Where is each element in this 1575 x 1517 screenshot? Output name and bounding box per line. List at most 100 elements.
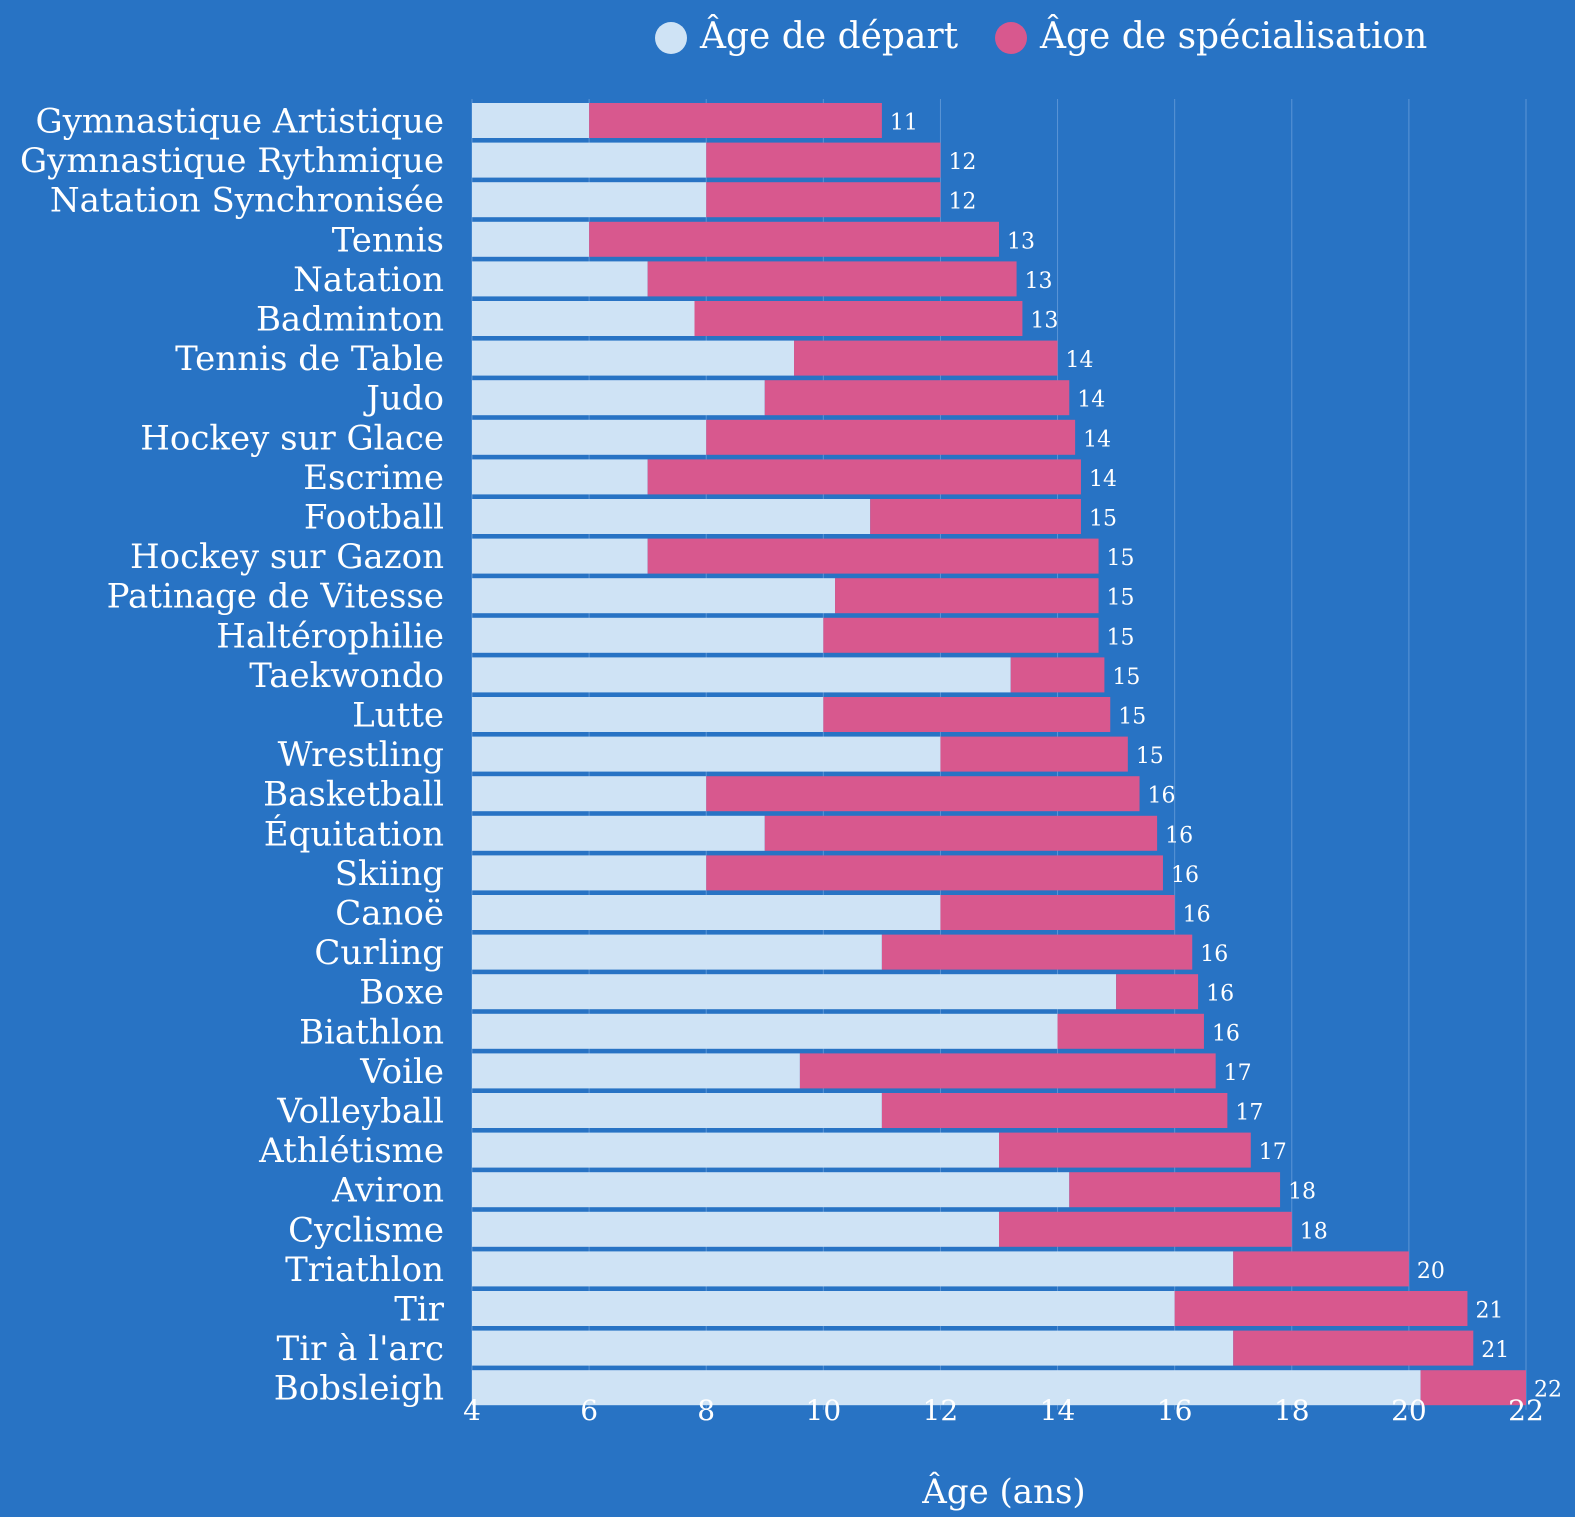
data-label: 17 [1224, 1061, 1252, 1086]
category-label: Tennis de Table [175, 339, 444, 379]
data-label: 14 [1089, 467, 1117, 492]
category-label: Hockey sur Gazon [130, 537, 444, 577]
data-label: 14 [1066, 348, 1094, 373]
legend-marker-age-depart [655, 22, 687, 54]
bar-depart-escrime [472, 459, 648, 495]
category-label: Wrestling [278, 735, 444, 775]
x-axis-ticks: 4 6 8 10 12 14 16 18 20 22 [463, 1394, 1544, 1427]
data-label: 15 [1107, 586, 1135, 611]
data-label: 15 [1107, 625, 1135, 650]
bar-specialisation-tennis-de-table [794, 340, 1058, 376]
bar-specialisation-biathlon [1057, 1013, 1204, 1049]
data-label: 12 [948, 190, 976, 215]
category-label: Football [304, 498, 444, 538]
bar-depart-gymnastique-artistique [472, 103, 590, 138]
category-label: Tennis [332, 220, 444, 260]
data-label: 15 [1112, 665, 1140, 690]
bar-specialisation-escrime [647, 459, 1081, 495]
bar-depart-gymnastique-rythmique [472, 142, 707, 178]
category-label: Lutte [352, 696, 444, 736]
bar-depart-athletisme [472, 1132, 999, 1168]
bar-depart-hockey-sur-glace [472, 419, 707, 455]
bar-specialisation-athletisme [999, 1132, 1251, 1168]
category-label: Équitation [264, 813, 444, 854]
bar-specialisation-voile [799, 1053, 1216, 1089]
bar-specialisation-boxe [1116, 974, 1199, 1010]
legend-marker-age-specialisation [995, 22, 1027, 54]
data-label: 20 [1417, 1259, 1445, 1284]
category-label: Skiing [335, 854, 444, 894]
x-axis-title: Âge (ans) [921, 1471, 1085, 1512]
data-label: 18 [1288, 1180, 1316, 1205]
category-label: Gymnastique Artistique [36, 102, 444, 142]
bar-depart-aviron [472, 1172, 1070, 1208]
data-label: 16 [1171, 863, 1199, 888]
bar-specialisation-canoe [940, 895, 1175, 930]
bar-depart-canoe [472, 895, 941, 930]
bar-specialisation-curling [881, 934, 1193, 970]
data-label: 17 [1259, 1140, 1287, 1165]
category-label: Athlétisme [258, 1131, 444, 1171]
data-label: 15 [1107, 546, 1135, 571]
category-label: Taekwondo [249, 656, 444, 696]
category-label: Hockey sur Glace [140, 418, 444, 458]
bar-depart-equitation [472, 815, 765, 851]
x-tick-label: 12 [923, 1394, 959, 1427]
bar-depart-biathlon [472, 1013, 1058, 1049]
bar-depart-wrestling [472, 736, 941, 772]
category-label: Natation Synchronisée [50, 181, 444, 221]
bar-depart-tennis [472, 221, 590, 257]
bar-specialisation-aviron [1069, 1172, 1281, 1208]
bar-depart-judo [472, 380, 765, 416]
bar-depart-taekwondo [472, 657, 1011, 693]
bar-depart-tir [472, 1291, 1175, 1326]
bar-depart-natation-synchronisee [472, 182, 707, 218]
bar-specialisation-basketball [706, 776, 1140, 812]
category-label: Voile [359, 1052, 444, 1092]
category-label: Volleyball [276, 1092, 444, 1132]
bar-specialisation-cyclisme [999, 1211, 1292, 1247]
bar-specialisation-badminton [694, 301, 1023, 336]
bar-specialisation-gymnastique-rythmique [706, 142, 941, 178]
bar-specialisation-lutte [823, 697, 1111, 732]
data-label: 16 [1148, 784, 1176, 809]
x-tick-label: 6 [580, 1394, 598, 1427]
data-label: 21 [1481, 1338, 1509, 1363]
category-label: Boxe [359, 973, 444, 1013]
legend-label-age-specialisation: Âge de spécialisation [1039, 15, 1427, 57]
bar-depart-natation [472, 261, 648, 297]
category-label: Natation [293, 260, 444, 300]
category-label: Judo [363, 379, 444, 419]
category-label: Bobsleigh [274, 1369, 444, 1409]
bar-depart-basketball [472, 776, 707, 812]
x-tick-label: 8 [697, 1394, 715, 1427]
data-label: 21 [1475, 1299, 1503, 1324]
data-label: 14 [1083, 427, 1111, 452]
bar-depart-voile [472, 1053, 800, 1089]
bar-depart-volleyball [472, 1093, 882, 1128]
bar-specialisation-triathlon [1233, 1251, 1409, 1287]
bar-specialisation-wrestling [940, 736, 1128, 772]
data-label: 16 [1206, 982, 1234, 1007]
category-label: Biathlon [299, 1012, 444, 1052]
data-label: 15 [1089, 507, 1117, 532]
bar-specialisation-football [870, 499, 1081, 534]
bar-specialisation-halterophilie [823, 617, 1099, 653]
bar-specialisation-gymnastique-artistique [589, 103, 882, 138]
category-label: Basketball [263, 775, 444, 815]
category-label: Canoë [335, 894, 444, 934]
data-label: 22 [1534, 1378, 1562, 1403]
bar-specialisation-volleyball [881, 1093, 1228, 1128]
bar-depart-hockey-sur-gazon [472, 538, 648, 574]
data-label: 18 [1300, 1219, 1328, 1244]
category-label: Triathlon [285, 1250, 444, 1290]
data-label: 15 [1136, 744, 1164, 769]
x-tick-label: 10 [806, 1394, 842, 1427]
bar-depart-halterophilie [472, 617, 824, 653]
legend-label-age-depart: Âge de départ [699, 15, 959, 57]
data-label: 16 [1183, 903, 1211, 928]
data-label: 13 [1030, 309, 1058, 334]
data-labels: 11 12 12 13 13 13 14 14 14 14 15 15 15 15 15 15 15 16 16 16… [890, 111, 1562, 1403]
